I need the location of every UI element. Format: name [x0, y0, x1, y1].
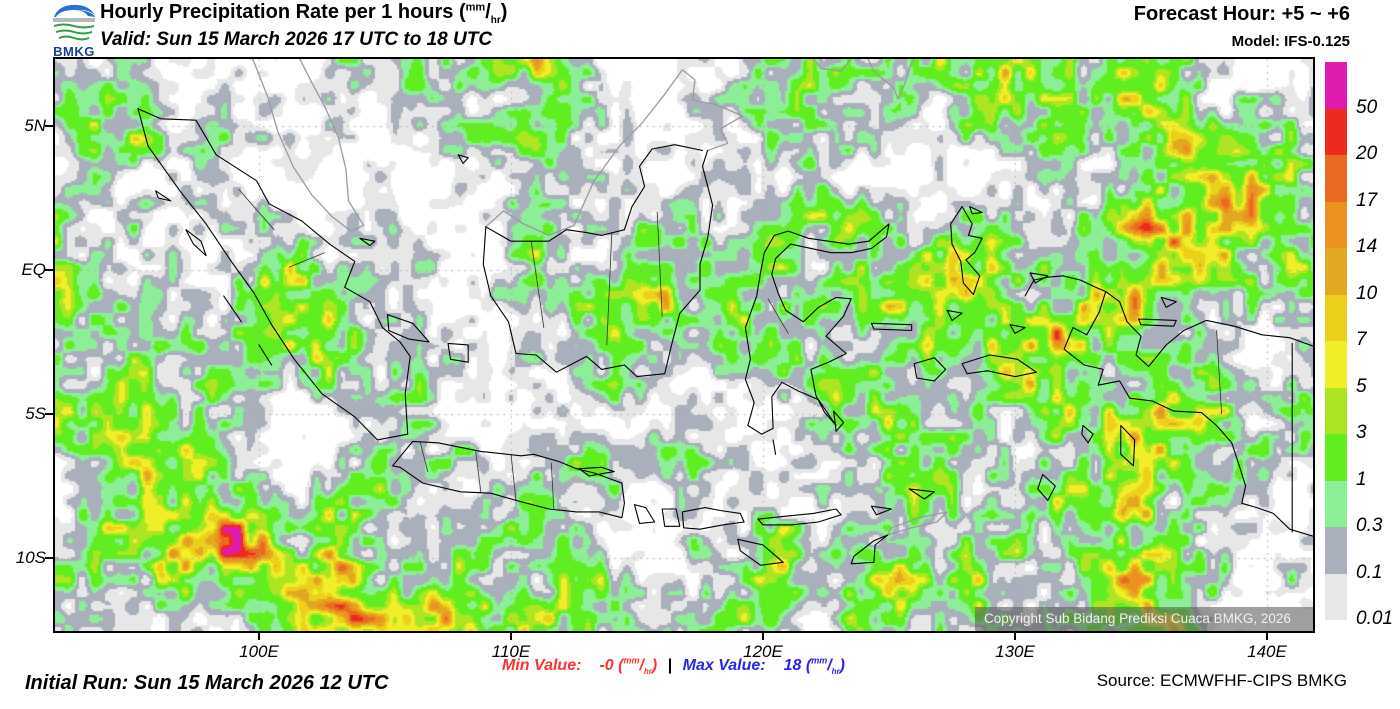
copyright-overlay: Copyright Sub Bidang Prediksi Cuaca BMKG…: [975, 607, 1313, 631]
lat-tick-mark: [45, 125, 53, 127]
lon-tick-mark: [762, 633, 764, 640]
colorbar-level-label: 5: [1356, 375, 1367, 397]
colorbar-segment: [1325, 248, 1347, 295]
colorbar-segment: [1325, 201, 1347, 248]
colorbar-level-label: 1: [1356, 468, 1367, 490]
colorbar-level-label: 20: [1356, 143, 1378, 164]
colorbar-segment: [1325, 155, 1347, 202]
colorbar-level-label: 50: [1356, 96, 1378, 118]
lat-tick-label: EQ: [21, 260, 46, 279]
lon-tick-label: 100E: [239, 642, 279, 661]
lon-tick-mark: [1266, 633, 1268, 640]
minmax-separator: |: [667, 657, 673, 675]
minmax-values: Min Value: -0 (mm/hr) | Max Value: 18 (mm/…: [502, 656, 845, 677]
colorbar-segment: [1325, 573, 1347, 620]
lon-tick-label: 130E: [995, 642, 1035, 661]
min-value: Min Value: -0 (mm/hr): [502, 656, 658, 677]
title-unit: (mm/hr): [458, 1, 508, 26]
lat-tick-mark: [45, 557, 53, 559]
colorbar-segment: [1325, 527, 1347, 574]
lon-tick-label: 120E: [743, 642, 783, 661]
lat-tick-label: 10S: [15, 548, 46, 567]
lon-tick-mark: [510, 633, 512, 640]
map-frame: Copyright Sub Bidang Prediksi Cuaca BMKG…: [53, 57, 1315, 633]
valid-time: Valid: Sun 15 March 2026 17 UTC to 18 UT…: [100, 29, 493, 50]
lon-tick-mark: [1014, 633, 1016, 640]
page-title-text: Hourly Precipitation Rate per 1 hours: [100, 1, 454, 23]
max-value: Max Value: 18 (mm/hr): [682, 656, 845, 677]
colorbar-level-label: 3: [1356, 422, 1367, 443]
precipitation-field: [55, 59, 1313, 631]
colorbar-level-label: 0.1: [1356, 561, 1383, 583]
lon-tick-label: 140E: [1247, 642, 1287, 661]
lat-tick-label: 5S: [25, 404, 46, 423]
colorbar-level-label: 10: [1356, 282, 1378, 304]
colorbar-level-label: 17: [1356, 189, 1378, 211]
page-title: Hourly Precipitation Rate per 1 hours (m…: [100, 1, 507, 26]
model-name: Model: IFS-0.125: [1231, 33, 1350, 50]
forecast-hour: Forecast Hour: +5 ~ +6: [1133, 3, 1350, 25]
bmkg-logo: BMKG: [46, 2, 102, 59]
colorbar-segment: [1325, 62, 1347, 109]
lon-tick-mark: [258, 633, 260, 640]
colorbar-level-label: 14: [1356, 236, 1378, 257]
colorbar-level-label: 0.3: [1356, 515, 1383, 536]
colorbar-segment: [1325, 108, 1347, 155]
colorbar-segment: [1325, 294, 1347, 341]
lat-tick-label: 5N: [24, 116, 46, 135]
lat-tick-mark: [45, 269, 53, 271]
lon-tick-label: 110E: [491, 642, 531, 661]
colorbar-segment: [1325, 387, 1347, 434]
lat-tick-mark: [45, 413, 53, 415]
source-text: Source: ECMWFHF-CIPS BMKG: [1096, 671, 1347, 690]
initial-run: Initial Run: Sun 15 March 2026 12 UTC: [25, 672, 389, 694]
colorbar-segment: [1325, 480, 1347, 527]
colorbar-segment: [1325, 341, 1347, 388]
bmkg-logo-text: BMKG: [53, 44, 95, 59]
colorbar-legend: [1325, 62, 1347, 620]
colorbar-segment: [1325, 434, 1347, 481]
colorbar-level-label: 7: [1356, 329, 1367, 350]
colorbar-level-label: 0.01: [1356, 608, 1393, 629]
bmkg-logo-icon: [53, 4, 95, 41]
